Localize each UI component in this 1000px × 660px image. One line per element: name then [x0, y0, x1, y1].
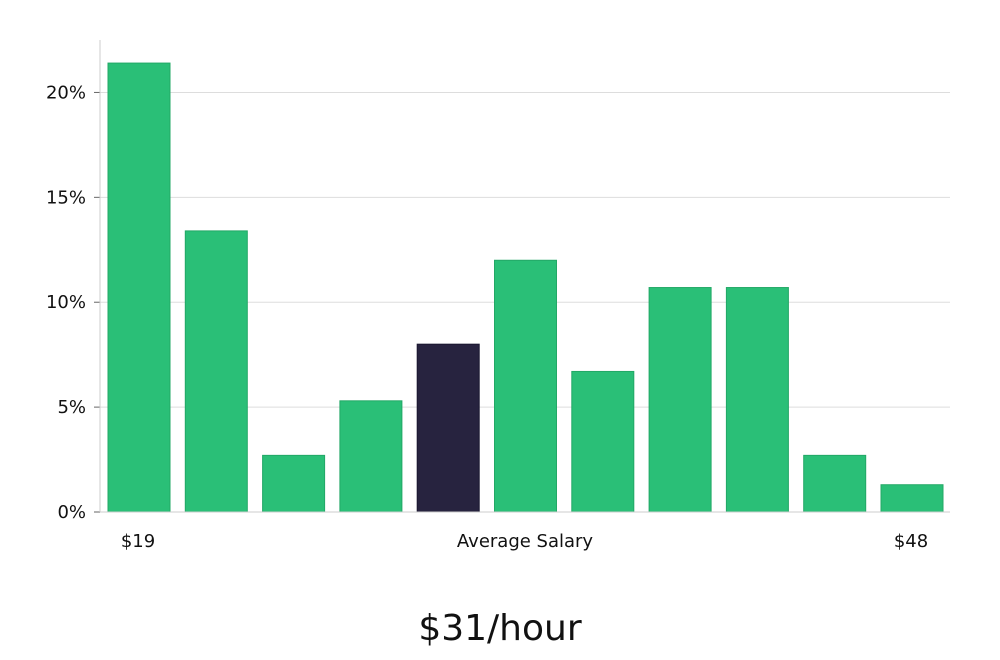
- bar: [339, 400, 403, 513]
- y-tick-label: 15%: [46, 187, 86, 208]
- bar: [880, 484, 944, 513]
- y-tick-label: 0%: [57, 502, 86, 523]
- x-axis-label: Average Salary: [457, 531, 594, 552]
- bar: [184, 230, 248, 513]
- x-start-label: $19: [121, 531, 155, 552]
- x-end-label: $48: [894, 531, 928, 552]
- salary-histogram-chart: 0% 5% 10% 15% 20% $19 Average Salary $48: [46, 40, 950, 552]
- average-salary-value: $31/hour: [418, 608, 582, 649]
- bar-highlighted: [416, 343, 480, 513]
- y-tick-label: 5%: [57, 397, 86, 418]
- y-tick-label: 20%: [46, 82, 86, 103]
- bar: [725, 287, 789, 513]
- bar: [571, 370, 635, 513]
- axes: [94, 40, 950, 513]
- bar: [494, 259, 557, 513]
- bar: [803, 454, 867, 513]
- bar: [648, 287, 712, 513]
- y-tick-label: 10%: [46, 292, 86, 313]
- y-tick-labels: 0% 5% 10% 15% 20%: [46, 82, 86, 523]
- bar: [262, 454, 326, 513]
- bars: [107, 62, 944, 513]
- bar: [107, 62, 171, 513]
